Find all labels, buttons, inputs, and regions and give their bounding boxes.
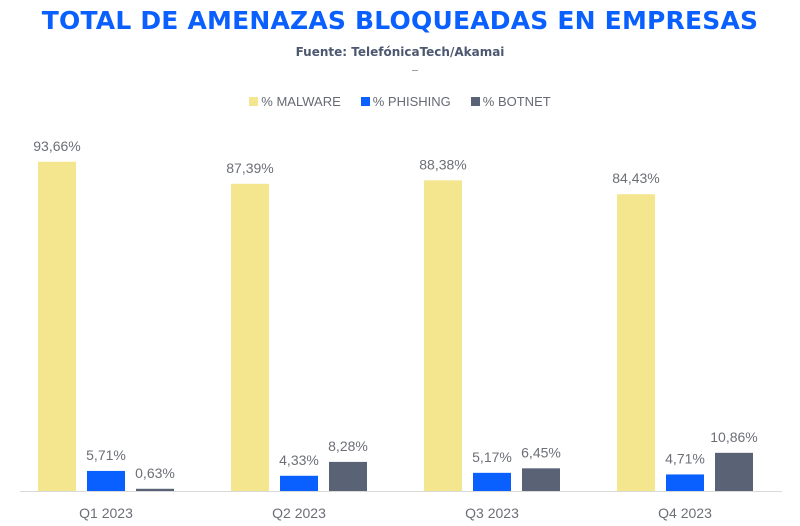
data-label-botnet-q4-2023: 10,86% xyxy=(710,429,757,445)
chart-subtitle: Fuente: TelefónicaTech/Akamai xyxy=(295,45,505,59)
bar-botnet-q4-2023 xyxy=(715,452,753,491)
bar-phishing-q1-2023 xyxy=(87,470,125,491)
bar-malware-q1-2023 xyxy=(38,161,76,491)
x-tick-label-q3-2023: Q3 2023 xyxy=(465,505,519,521)
data-label-botnet-q3-2023: 6,45% xyxy=(521,444,561,460)
bar-malware-q3-2023 xyxy=(424,180,462,491)
bar-malware-q4-2023 xyxy=(617,194,655,491)
data-label-botnet-q1-2023: 0,63% xyxy=(135,465,175,481)
legend-label-malware: % MALWARE xyxy=(261,94,341,109)
legend-item-botnet: % BOTNET xyxy=(470,94,551,109)
data-label-phishing-q3-2023: 5,17% xyxy=(472,449,512,465)
bar-phishing-q4-2023 xyxy=(666,474,704,491)
bar-botnet-q1-2023 xyxy=(136,488,174,491)
legend: % MALWARE % PHISHING % BOTNET xyxy=(0,94,800,109)
legend-swatch-malware xyxy=(249,97,259,106)
data-label-phishing-q4-2023: 4,71% xyxy=(665,450,705,466)
legend-label-botnet: % BOTNET xyxy=(482,94,551,109)
legend-swatch-botnet xyxy=(470,97,480,106)
legend-item-phishing: % PHISHING xyxy=(360,94,451,109)
bar-phishing-q3-2023 xyxy=(473,472,511,491)
x-tick-label-q4-2023: Q4 2023 xyxy=(658,505,712,521)
data-label-botnet-q2-2023: 8,28% xyxy=(328,438,368,454)
bar-botnet-q3-2023 xyxy=(522,468,560,491)
x-tick-label-q2-2023: Q2 2023 xyxy=(272,505,326,521)
x-tick-label-q1-2023: Q1 2023 xyxy=(79,505,133,521)
divider xyxy=(412,70,418,71)
bar-malware-q2-2023 xyxy=(231,183,269,491)
data-label-malware-q1-2023: 93,66% xyxy=(33,138,80,154)
data-label-phishing-q1-2023: 5,71% xyxy=(86,447,126,463)
legend-swatch-phishing xyxy=(360,97,370,106)
legend-label-phishing: % PHISHING xyxy=(372,94,451,109)
bar-botnet-q2-2023 xyxy=(329,461,367,491)
data-label-malware-q2-2023: 87,39% xyxy=(226,160,273,176)
chart-title: TOTAL DE AMENAZAS BLOQUEADAS EN EMPRESAS xyxy=(41,6,759,35)
data-label-malware-q3-2023: 88,38% xyxy=(419,156,466,172)
data-label-malware-q4-2023: 84,43% xyxy=(612,170,659,186)
bar-phishing-q2-2023 xyxy=(280,475,318,491)
legend-item-malware: % MALWARE xyxy=(249,94,341,109)
data-label-phishing-q2-2023: 4,33% xyxy=(279,452,319,468)
